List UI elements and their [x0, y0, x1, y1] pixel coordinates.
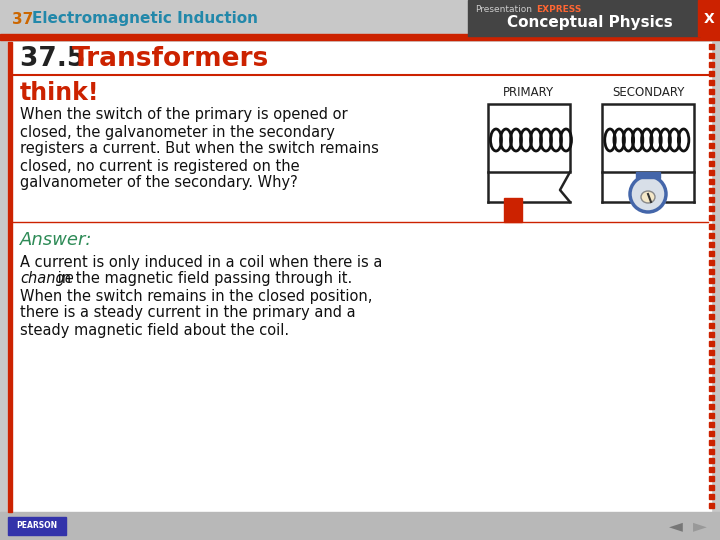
- Text: PRIMARY: PRIMARY: [503, 86, 554, 99]
- Bar: [8, 517, 66, 535]
- Text: closed, no current is registered on the: closed, no current is registered on the: [20, 159, 300, 173]
- Bar: [709, 431, 714, 436]
- Bar: [709, 80, 714, 85]
- Bar: [709, 251, 714, 256]
- Text: in the magnetic field passing through it.: in the magnetic field passing through it…: [53, 272, 352, 287]
- Bar: [709, 98, 714, 103]
- Bar: [709, 485, 714, 490]
- Bar: [709, 341, 714, 346]
- Bar: [709, 314, 714, 319]
- Bar: [709, 458, 714, 463]
- Bar: [709, 188, 714, 193]
- Bar: [698, 0, 720, 36]
- Bar: [709, 152, 714, 157]
- Bar: [709, 413, 714, 418]
- Ellipse shape: [641, 191, 655, 203]
- Bar: [709, 116, 714, 121]
- Text: When the switch remains in the closed position,: When the switch remains in the closed po…: [20, 288, 372, 303]
- Bar: [709, 206, 714, 211]
- Bar: [709, 494, 714, 499]
- Text: 37.5: 37.5: [20, 46, 94, 72]
- Text: A current is only induced in a coil when there is a: A current is only induced in a coil when…: [20, 254, 382, 269]
- Bar: [709, 143, 714, 148]
- Bar: [709, 215, 714, 220]
- Text: Presentation: Presentation: [475, 5, 532, 15]
- Bar: [504, 198, 522, 222]
- Bar: [709, 179, 714, 184]
- Bar: [709, 386, 714, 391]
- Bar: [709, 449, 714, 454]
- Bar: [468, 0, 700, 36]
- Bar: [636, 172, 660, 178]
- Bar: [709, 89, 714, 94]
- Text: change: change: [20, 272, 73, 287]
- Bar: [709, 395, 714, 400]
- Text: PEARSON: PEARSON: [17, 522, 58, 530]
- Bar: [8, 42, 711, 512]
- Text: ►: ►: [693, 517, 707, 535]
- Bar: [709, 107, 714, 112]
- Bar: [709, 350, 714, 355]
- Text: Conceptual Physics: Conceptual Physics: [507, 15, 673, 30]
- Bar: [709, 332, 714, 337]
- Bar: [709, 170, 714, 175]
- Bar: [709, 305, 714, 310]
- Text: closed, the galvanometer in the secondary: closed, the galvanometer in the secondar…: [20, 125, 335, 139]
- Text: X: X: [703, 12, 714, 26]
- Bar: [488, 104, 570, 172]
- Bar: [709, 62, 714, 67]
- Text: EXPRESS: EXPRESS: [536, 5, 581, 15]
- Text: ◄: ◄: [669, 517, 683, 535]
- Bar: [709, 359, 714, 364]
- Bar: [0, 34, 720, 40]
- Bar: [709, 440, 714, 445]
- Bar: [8, 42, 12, 512]
- Text: registers a current. But when the switch remains: registers a current. But when the switch…: [20, 141, 379, 157]
- Bar: [709, 269, 714, 274]
- Text: 37: 37: [12, 11, 33, 26]
- Bar: [709, 242, 714, 247]
- Bar: [709, 134, 714, 139]
- Bar: [709, 71, 714, 76]
- Bar: [709, 296, 714, 301]
- Text: When the switch of the primary is opened or: When the switch of the primary is opened…: [20, 107, 348, 123]
- Text: think!: think!: [20, 81, 99, 105]
- Bar: [709, 467, 714, 472]
- Bar: [709, 53, 714, 58]
- Bar: [602, 104, 694, 172]
- Text: SECONDARY: SECONDARY: [612, 86, 684, 99]
- Bar: [709, 503, 714, 508]
- Text: Transformers: Transformers: [72, 46, 269, 72]
- Bar: [709, 233, 714, 238]
- Bar: [709, 368, 714, 373]
- Bar: [709, 377, 714, 382]
- Text: steady magnetic field about the coil.: steady magnetic field about the coil.: [20, 322, 289, 338]
- Bar: [709, 224, 714, 229]
- Bar: [709, 323, 714, 328]
- Bar: [709, 287, 714, 292]
- Text: there is a steady current in the primary and a: there is a steady current in the primary…: [20, 306, 356, 321]
- Text: Electromagnetic Induction: Electromagnetic Induction: [32, 11, 258, 26]
- Circle shape: [630, 176, 666, 212]
- Bar: [709, 125, 714, 130]
- Bar: [709, 197, 714, 202]
- Bar: [709, 278, 714, 283]
- Text: Answer:: Answer:: [20, 231, 92, 249]
- Bar: [709, 161, 714, 166]
- Bar: [0, 512, 720, 540]
- Bar: [709, 260, 714, 265]
- Text: galvanometer of the secondary. Why?: galvanometer of the secondary. Why?: [20, 176, 298, 191]
- Bar: [709, 476, 714, 481]
- Bar: [0, 0, 720, 35]
- Bar: [709, 404, 714, 409]
- Bar: [709, 422, 714, 427]
- Bar: [709, 44, 714, 49]
